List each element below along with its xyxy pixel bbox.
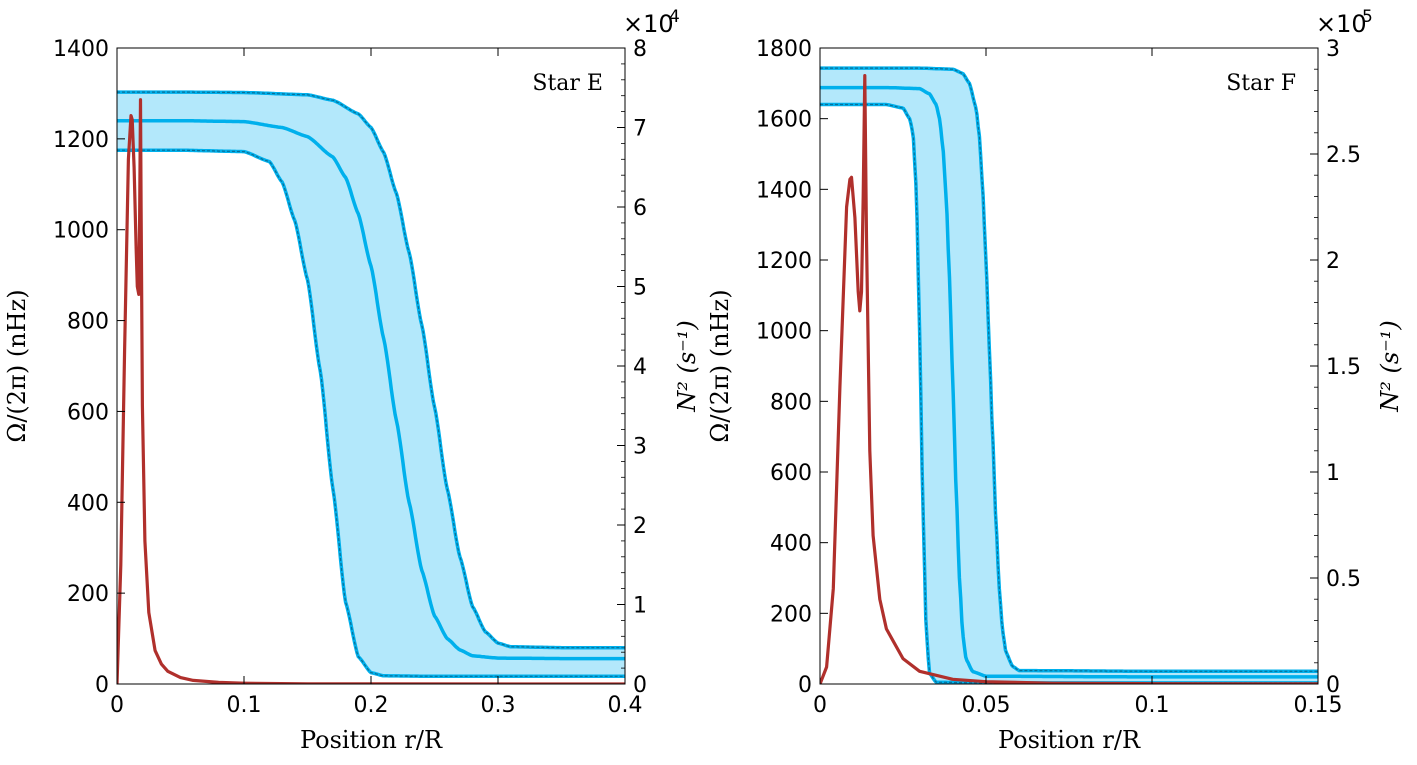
uncertainty-band — [117, 92, 625, 677]
band-upper-dash — [820, 67, 1318, 672]
y-axis-label: Ω/(2π) (nHz) — [3, 289, 31, 442]
x-tick-label: 0 — [110, 693, 124, 718]
y2-tick-label: 4 — [633, 355, 647, 380]
y-tick-label: 0 — [95, 673, 109, 698]
y2-tick-label: 0.5 — [1326, 567, 1361, 592]
y-tick-label: 0 — [798, 673, 812, 698]
y2-tick-label: 1 — [1326, 461, 1340, 486]
x-tick-label: 0.3 — [481, 693, 516, 718]
y-tick-label: 1000 — [53, 219, 109, 244]
y2-tick-label: 1 — [633, 594, 647, 619]
y2-axis-label: N² (s⁻¹) — [1376, 320, 1404, 413]
rotation-profile-line — [117, 118, 625, 661]
y-tick-label: 600 — [770, 461, 812, 486]
y2-tick-label: 0 — [633, 673, 647, 698]
y2-tick-label: 7 — [633, 117, 647, 142]
x-tick-label: 0.1 — [227, 693, 262, 718]
band-upper-line — [820, 66, 1318, 674]
axes-frame — [819, 47, 1319, 685]
y2-multiplier-exp: 4 — [669, 7, 680, 27]
y-tick-label: 1000 — [756, 320, 812, 345]
buoyancy-frequency-line — [820, 74, 1318, 684]
y2-tick-label: 2 — [1326, 249, 1340, 274]
x-axis-label: Position r/R — [998, 726, 1141, 754]
y2-tick-label: 2 — [633, 514, 647, 539]
y2-multiplier-exp: 5 — [1362, 7, 1373, 27]
band-lower-dash — [117, 149, 625, 677]
y2-tick-label: 8 — [633, 37, 647, 62]
y2-axis-label: N² (s⁻¹) — [673, 320, 701, 413]
buoyancy-frequency-line — [117, 98, 625, 684]
y2-tick-label: 5 — [633, 276, 647, 301]
rotation-profile-line — [820, 85, 1318, 679]
y-tick-label: 800 — [770, 390, 812, 415]
y2-tick-label: 1.5 — [1326, 355, 1361, 380]
y-axis-label: Ω/(2π) (nHz) — [706, 289, 734, 442]
chart-panel-star-e: 0 0.1 0.2 0.3 0.4020040060080010001200140001… — [3, 7, 701, 754]
y-tick-label: 600 — [67, 400, 109, 425]
y2-tick-label: 2.5 — [1326, 143, 1361, 168]
y-tick-label: 1400 — [53, 37, 109, 62]
x-tick-label: 0.2 — [354, 693, 389, 718]
band-lower-dash — [820, 103, 1318, 684]
y-tick-label: 200 — [67, 582, 109, 607]
x-tick-label: 0.15 — [1294, 693, 1343, 718]
x-tick-label: 0 — [813, 693, 827, 718]
y-tick-label: 400 — [770, 532, 812, 557]
y-tick-label: 200 — [770, 602, 812, 627]
uncertainty-band — [820, 68, 1318, 683]
y-tick-label: 400 — [67, 491, 109, 516]
band-upper-line — [117, 90, 625, 650]
y2-multiplier: ×10 — [623, 10, 674, 38]
y2-tick-label: 0 — [1326, 673, 1340, 698]
y2-tick-label: 3 — [1326, 37, 1340, 62]
y-tick-label: 1400 — [756, 178, 812, 203]
y2-tick-label: 3 — [633, 435, 647, 460]
plot-area — [117, 90, 625, 684]
x-tick-label: 0.1 — [1135, 693, 1170, 718]
plot-area — [820, 66, 1318, 684]
band-lower-line — [820, 102, 1318, 684]
x-tick-label: 0.4 — [608, 693, 643, 718]
x-axis-label: Position r/R — [300, 726, 443, 754]
y-tick-label: 800 — [67, 310, 109, 335]
y-tick-label: 1200 — [53, 128, 109, 153]
y-tick-label: 1800 — [756, 37, 812, 62]
chart-panel-star-f: 0 0.05 0.1 0.150200400600800100012001400160… — [706, 7, 1404, 754]
panel-annotation: Star E — [532, 71, 603, 96]
x-tick-label: 0.05 — [962, 693, 1011, 718]
y2-tick-label: 6 — [633, 196, 647, 221]
y-tick-label: 1200 — [756, 249, 812, 274]
y-tick-label: 1600 — [756, 108, 812, 133]
y2-multiplier: ×10 — [1316, 10, 1367, 38]
panel-annotation: Star F — [1226, 71, 1296, 96]
